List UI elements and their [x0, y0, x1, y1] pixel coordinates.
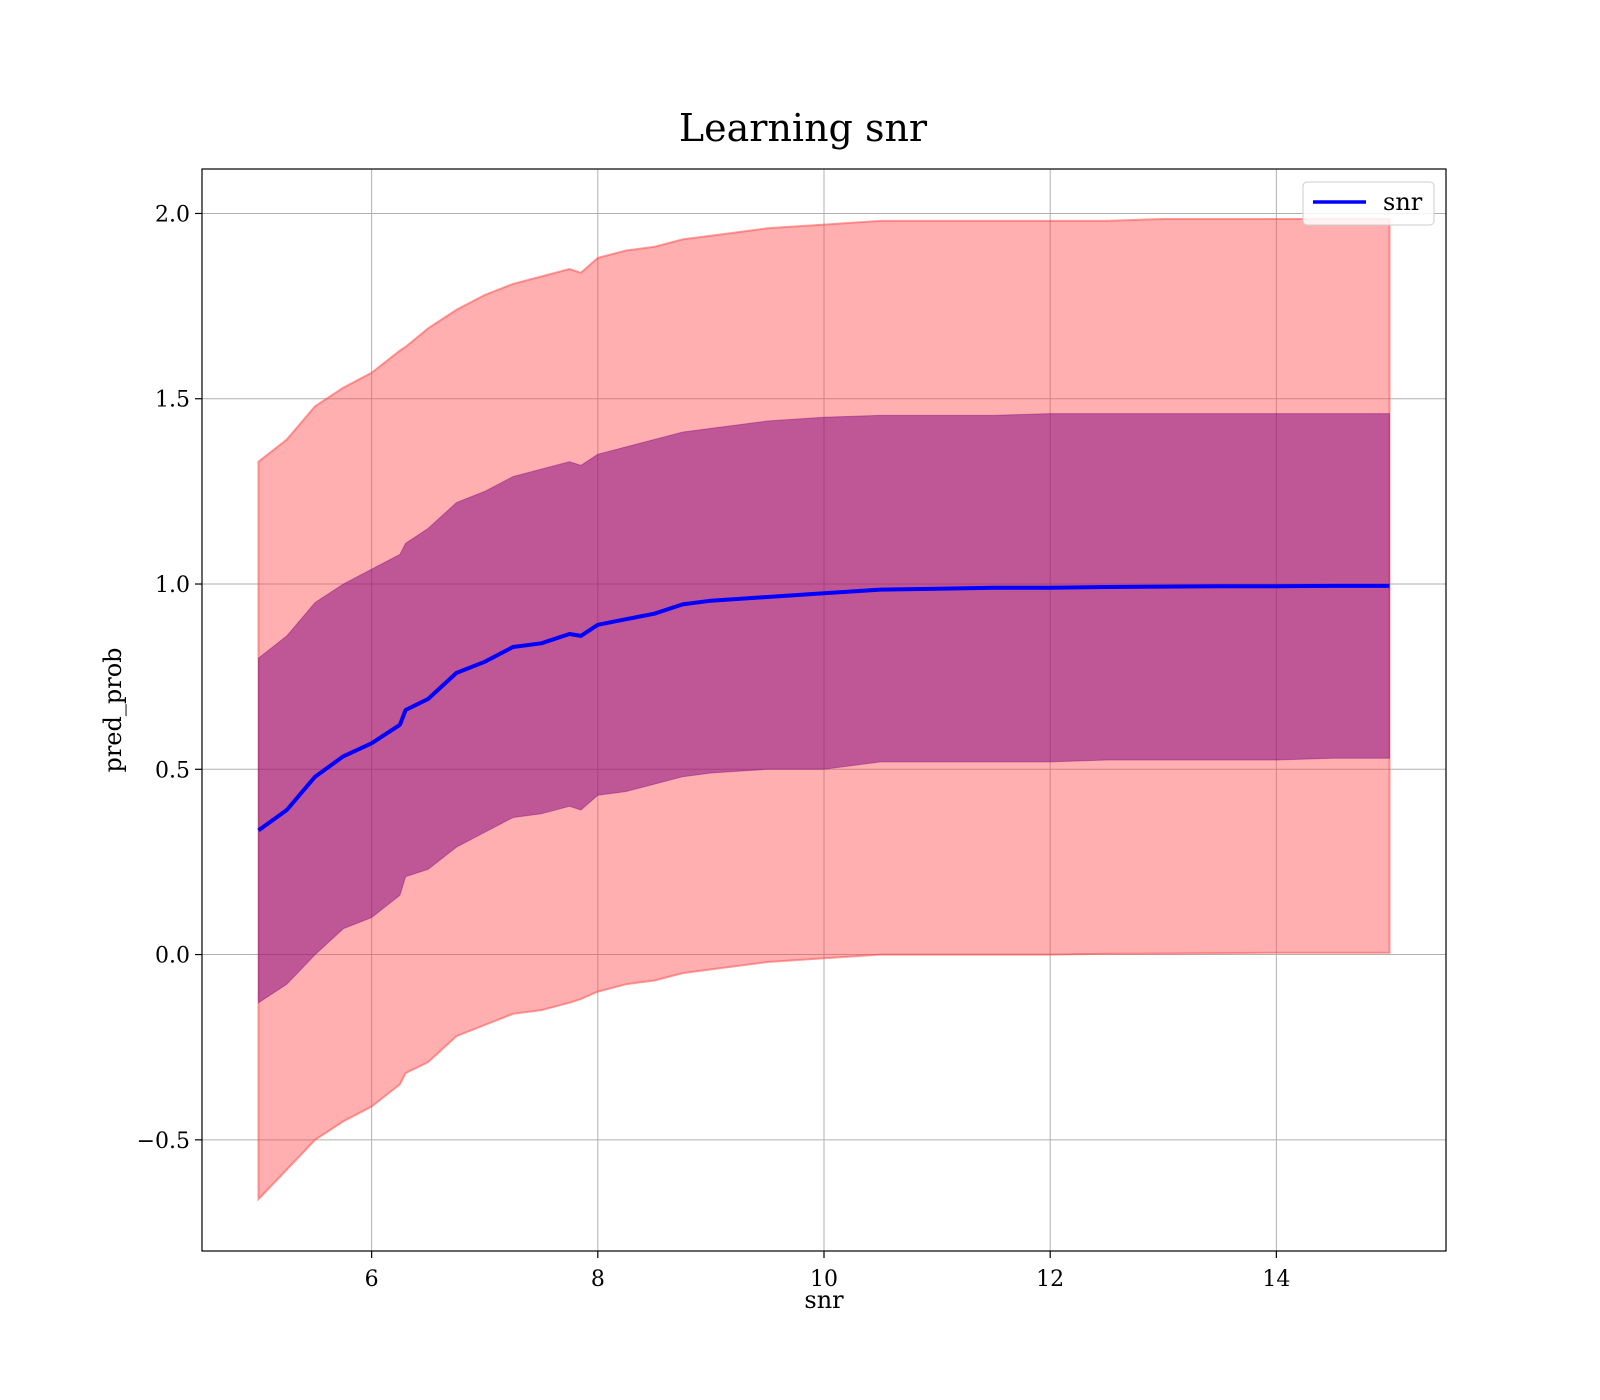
legend-label-snr: snr	[1383, 188, 1423, 216]
x-axis-label: snr	[804, 1286, 844, 1314]
y-tick-label-3: 1.0	[155, 573, 190, 598]
y-ticks: −0.5 0.0 0.5 1.0 1.5 2.0	[137, 202, 202, 1154]
x-tick-label-4: 14	[1262, 1267, 1290, 1292]
x-ticks: 6 8 10 12 14	[365, 1251, 1290, 1292]
series-line-snr	[257, 583, 1390, 833]
x-tick-label-1: 8	[591, 1267, 605, 1292]
legend: snr	[1302, 181, 1435, 226]
y-tick-label-2: 0.5	[155, 758, 190, 783]
legend-box	[1302, 181, 1435, 226]
y-tick-label-0: −0.5	[137, 1129, 190, 1154]
y-tick-label-4: 1.5	[155, 388, 190, 413]
y-tick-label-1: 0.0	[155, 944, 190, 969]
inner-band-area	[258, 413, 1390, 1004]
y-tick-label-5: 2.0	[155, 202, 190, 227]
x-tick-label-3: 12	[1036, 1267, 1064, 1292]
x-tick-label-0: 6	[365, 1267, 379, 1292]
y-axis-label: pred_prob	[99, 647, 127, 772]
inner-band	[258, 413, 1390, 1004]
chart-title: Learning snr	[679, 106, 928, 150]
x-tick-label-2: 10	[810, 1267, 838, 1292]
mean-line-group	[257, 583, 1390, 833]
